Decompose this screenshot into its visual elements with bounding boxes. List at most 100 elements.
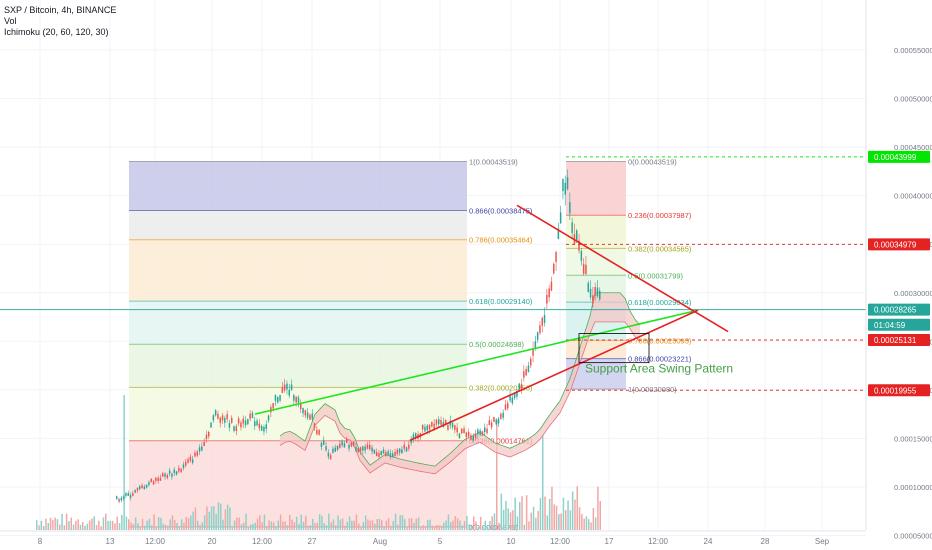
volume-bar: [153, 514, 155, 530]
candle-body: [120, 497, 123, 501]
volume-bar: [169, 519, 171, 530]
candle-body: [279, 395, 281, 401]
candle-body: [182, 464, 185, 468]
volume-bar: [305, 515, 307, 530]
price-tag: [868, 238, 930, 251]
candle-body: [543, 315, 546, 323]
candle-body: [155, 477, 157, 481]
volume-bar: [160, 517, 162, 530]
volume-indicator-label[interactable]: Vol: [4, 16, 17, 26]
fib-zone: [129, 239, 467, 302]
candle-body: [587, 282, 589, 292]
candle-body: [447, 425, 449, 430]
volume-bar: [167, 525, 169, 530]
candle-body: [513, 392, 516, 399]
volume-bar: [364, 515, 367, 530]
candle-body: [444, 419, 447, 425]
horizontal-lines[interactable]: [0, 156, 866, 391]
candle-body: [306, 412, 309, 418]
candle-body: [435, 419, 438, 425]
volume-bar: [429, 519, 431, 530]
volume-bar: [390, 525, 392, 530]
candle-body: [187, 459, 189, 463]
candle-body: [304, 410, 307, 416]
volume-bar: [63, 525, 66, 530]
time-tick-label: Sep: [815, 537, 830, 546]
candle-body: [375, 452, 378, 457]
volume-bar: [49, 517, 52, 530]
candle-body: [396, 449, 399, 454]
volume-bar: [95, 525, 98, 530]
volume-bar: [259, 515, 261, 530]
candle-body: [125, 493, 127, 496]
volume-bar: [374, 523, 376, 530]
candle-body: [371, 447, 373, 452]
volume-bar: [91, 518, 93, 530]
fib-level-label: 0.786(0.00025095): [628, 336, 692, 345]
volume-bar: [65, 513, 68, 530]
volume-bar: [270, 521, 273, 530]
green-trendline: [254, 309, 699, 415]
volume-bar: [332, 519, 335, 530]
candle-body: [378, 453, 380, 458]
volume-bar: [539, 497, 542, 530]
candle-body: [166, 474, 169, 479]
price-axis[interactable]: 0.000050000.000100000.000150000.00020000…: [865, 0, 932, 550]
ichimoku-indicator-label[interactable]: Ichimoku (20, 60, 120, 30): [4, 27, 109, 37]
volume-bar: [72, 524, 75, 530]
time-axis[interactable]: 8 13 12:00 20 12:00 27 Aug 5 10 12:00 17 12:00 24 28 S…: [0, 530, 866, 546]
red-support-trendline: [409, 309, 699, 442]
price-tag-label: 01:04:59: [874, 321, 906, 330]
volume-bar: [408, 518, 411, 530]
candle-body: [283, 384, 286, 391]
volume-bar: [528, 521, 530, 530]
volume-bar: [190, 515, 192, 530]
price-tag: [868, 150, 930, 163]
candle-body: [309, 414, 311, 420]
candle-body: [438, 419, 440, 425]
volume-bar: [155, 526, 158, 530]
trend-lines[interactable]: [254, 204, 729, 442]
volume-bar: [309, 525, 312, 530]
candle-body: [191, 459, 194, 464]
candle-body: [162, 473, 164, 477]
volume-bar: [282, 521, 284, 530]
volume-bar: [247, 526, 250, 530]
time-tick-label: 12:00: [145, 537, 166, 546]
candle-body: [530, 358, 532, 366]
volume-bar: [330, 522, 332, 530]
volume-bar: [194, 507, 197, 530]
volume-bar: [558, 514, 560, 530]
candle-body: [534, 341, 537, 349]
volume-bar: [475, 521, 477, 530]
volume-bar: [436, 524, 438, 530]
volume-bar: [546, 515, 549, 530]
symbol-title[interactable]: SXP / Bitcoin, 4h, BINANCE: [4, 5, 117, 15]
volume-bar: [431, 525, 434, 530]
candle-body: [398, 448, 401, 453]
volume-bar: [272, 522, 275, 530]
price-tag-label: 0.00034979: [874, 240, 917, 249]
volume-bar: [525, 495, 528, 530]
fib-zone: [129, 344, 467, 388]
volume-bar: [98, 520, 100, 530]
volume-bar: [185, 516, 187, 530]
volume-bar: [125, 516, 128, 530]
volume-bar: [151, 525, 153, 530]
candle-body: [129, 495, 132, 498]
volume-bar: [574, 499, 576, 530]
volume-bar: [45, 518, 47, 530]
volume-bar: [583, 518, 585, 530]
fib-retracement-left[interactable]: 1(0.00043519) 0.866(0.00038475) 0.786(0.00…: [129, 157, 533, 532]
volume-bar: [42, 525, 45, 530]
candle-body: [210, 422, 212, 428]
annotations[interactable]: Support Area Swing Pattern: [578, 333, 733, 376]
candle-body: [297, 397, 300, 403]
volume-bar: [565, 510, 567, 530]
volume-bar: [213, 506, 215, 530]
price-tick-label: 0.00005000: [894, 532, 932, 541]
candle-body: [148, 482, 150, 486]
fib-retracement-right[interactable]: 0(0.00043519) 0.236(0.00037987) 0.382(0.00…: [566, 157, 692, 394]
candle-body: [596, 287, 599, 297]
